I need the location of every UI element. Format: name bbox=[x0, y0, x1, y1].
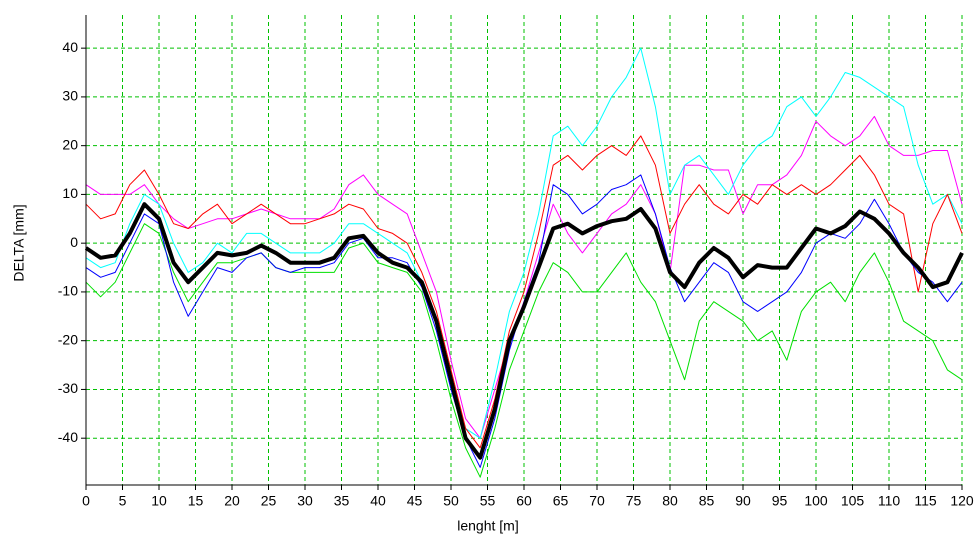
x-tick-label: 30 bbox=[297, 493, 313, 509]
x-tick-label: 10 bbox=[151, 493, 167, 509]
x-tick-label: 15 bbox=[188, 493, 204, 509]
y-tick-label: 40 bbox=[62, 39, 78, 55]
series-line bbox=[85, 47, 963, 439]
x-tick-label: 115 bbox=[914, 493, 937, 509]
y-tick-label: 30 bbox=[62, 88, 78, 104]
series-line bbox=[84, 202, 964, 460]
x-tick-label: 5 bbox=[119, 493, 127, 509]
x-tick-label: 90 bbox=[735, 493, 751, 509]
x-tick-label: 35 bbox=[334, 493, 350, 509]
x-tick-label: 100 bbox=[804, 493, 828, 509]
x-tick-label: 40 bbox=[370, 493, 386, 509]
x-tick-label: 120 bbox=[950, 493, 974, 509]
y-tick-label: 0 bbox=[70, 234, 78, 250]
series-line bbox=[85, 223, 963, 478]
x-tick-label: 85 bbox=[699, 493, 715, 509]
x-tick-label: 45 bbox=[407, 493, 423, 509]
x-tick-label: 0 bbox=[82, 493, 90, 509]
y-tick-label: -30 bbox=[58, 380, 78, 396]
y-axis-label: DELTA [mm] bbox=[11, 204, 27, 281]
x-tick-label: 20 bbox=[224, 493, 240, 509]
x-axis-label: lenght [m] bbox=[457, 518, 518, 534]
x-tick-label: 60 bbox=[516, 493, 532, 509]
x-tick-label: 25 bbox=[261, 493, 277, 509]
series-line bbox=[85, 135, 963, 449]
y-tick-label: 10 bbox=[62, 185, 78, 201]
y-tick-label: 20 bbox=[62, 136, 78, 152]
x-tick-label: 55 bbox=[480, 493, 496, 509]
x-tick-label: 75 bbox=[626, 493, 642, 509]
x-tick-label: 105 bbox=[841, 493, 865, 509]
x-tick-label: 95 bbox=[772, 493, 788, 509]
y-tick-label: -10 bbox=[58, 283, 78, 299]
x-tick-label: 50 bbox=[443, 493, 459, 509]
x-tick-label: 110 bbox=[878, 493, 901, 509]
y-tick-label: -40 bbox=[58, 429, 78, 445]
x-tick-label: 80 bbox=[662, 493, 678, 509]
y-tick-label: -20 bbox=[58, 331, 78, 347]
x-tick-label: 65 bbox=[553, 493, 569, 509]
x-tick-label: 70 bbox=[589, 493, 605, 509]
